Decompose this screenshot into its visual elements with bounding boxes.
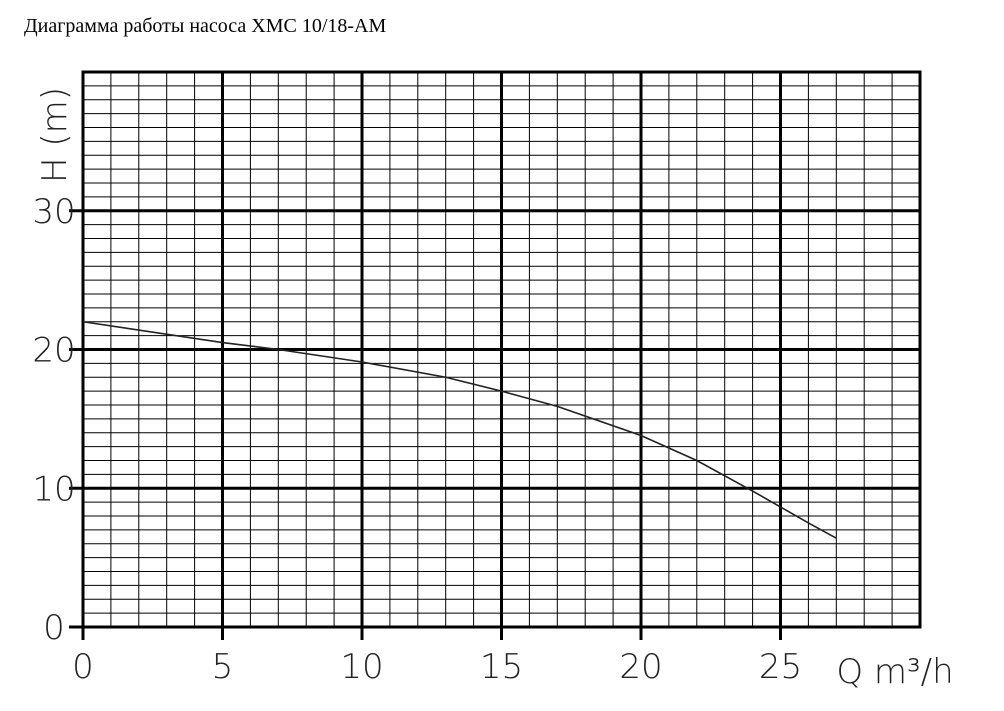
x-tick-label: 20 bbox=[619, 647, 662, 687]
y-tick-label: 30 bbox=[32, 192, 75, 232]
y-tick-label: 0 bbox=[43, 608, 65, 648]
y-axis-label: H (m) bbox=[35, 87, 75, 183]
data-line bbox=[82, 320, 837, 539]
x-tick-label: 15 bbox=[480, 647, 523, 687]
plot-frame bbox=[81, 70, 922, 629]
x-tick-label: 25 bbox=[759, 647, 802, 687]
x-tick-label: 0 bbox=[72, 647, 94, 687]
y-tick-label: 20 bbox=[32, 331, 75, 371]
x-tick-label: 10 bbox=[340, 647, 383, 687]
y-tick-label: 10 bbox=[32, 469, 75, 509]
x-axis-label: Q m³/h bbox=[836, 652, 953, 692]
chart-title: Диаграмма работы насоса XMC 10/18-AM bbox=[24, 15, 387, 37]
x-tick-label: 5 bbox=[212, 647, 234, 687]
grid bbox=[69, 72, 920, 640]
